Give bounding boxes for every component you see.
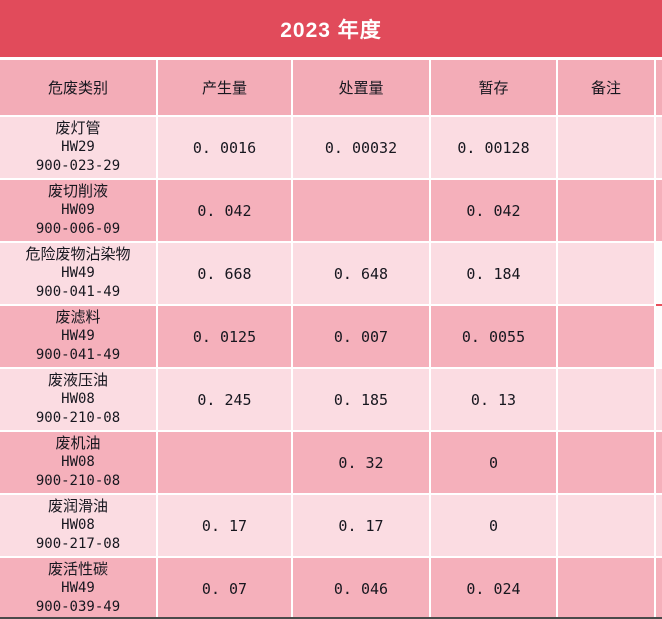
cropped-column-sliver bbox=[656, 432, 662, 493]
produced-amount-cell: 0. 668 bbox=[158, 243, 291, 304]
waste-category-cell: 废润滑油 HW08 900-217-08 bbox=[0, 495, 156, 556]
disposed-amount-cell: 0. 648 bbox=[293, 243, 429, 304]
col-header-stored: 暂存 bbox=[431, 60, 556, 115]
year-banner: 2023 年度 bbox=[0, 0, 662, 57]
stored-amount-cell: 0. 024 bbox=[431, 558, 556, 619]
disposed-amount-cell: 0. 007 bbox=[293, 306, 429, 367]
col-header-note: 备注 bbox=[558, 60, 654, 115]
cropped-column-sliver bbox=[656, 60, 662, 115]
stored-amount-cell: 0. 13 bbox=[431, 369, 556, 430]
disposed-amount-cell bbox=[293, 180, 429, 241]
waste-table: 危废类别 产生量 处置量 暂存 备注 废灯管 HW29 900-023-29 0… bbox=[0, 60, 662, 619]
cropped-column-sliver bbox=[656, 180, 662, 241]
hw-class-code: HW49 bbox=[61, 265, 95, 281]
stored-amount-cell: 0 bbox=[431, 495, 556, 556]
waste-code: 900-006-09 bbox=[35, 221, 121, 237]
note-cell bbox=[558, 558, 654, 619]
col-header-produced: 产生量 bbox=[158, 60, 291, 115]
hw-class-code: HW08 bbox=[61, 391, 95, 407]
disposed-amount-cell: 0. 32 bbox=[293, 432, 429, 493]
produced-amount-cell: 0. 0125 bbox=[158, 306, 291, 367]
disposed-amount-cell: 0. 046 bbox=[293, 558, 429, 619]
cropped-column-sliver bbox=[656, 243, 662, 304]
hw-class-code: HW49 bbox=[61, 328, 95, 344]
col-header-disposed: 处置量 bbox=[293, 60, 429, 115]
hw-class-code: HW49 bbox=[61, 580, 95, 596]
waste-code: 900-041-49 bbox=[35, 347, 121, 363]
waste-name: 废切削液 bbox=[47, 183, 108, 200]
waste-category-cell: 废机油 HW08 900-210-08 bbox=[0, 432, 156, 493]
waste-name: 废灯管 bbox=[55, 120, 101, 137]
waste-code: 900-217-08 bbox=[35, 536, 121, 552]
cropped-column-sliver bbox=[656, 558, 662, 619]
produced-amount-cell bbox=[158, 432, 291, 493]
stored-amount-cell: 0 bbox=[431, 432, 556, 493]
waste-category-cell: 废灯管 HW29 900-023-29 bbox=[0, 117, 156, 178]
note-cell bbox=[558, 180, 654, 241]
stored-amount-cell: 0. 042 bbox=[431, 180, 556, 241]
waste-category-cell: 危险废物沾染物 HW49 900-041-49 bbox=[0, 243, 156, 304]
waste-name: 废滤料 bbox=[55, 309, 101, 326]
note-cell bbox=[558, 306, 654, 367]
col-header-category: 危废类别 bbox=[0, 60, 156, 115]
produced-amount-cell: 0. 07 bbox=[158, 558, 291, 619]
hw-class-code: HW08 bbox=[61, 454, 95, 470]
note-cell bbox=[558, 117, 654, 178]
cropped-column-sliver bbox=[656, 369, 662, 430]
cropped-column-sliver bbox=[656, 117, 662, 178]
waste-code: 900-210-08 bbox=[35, 410, 121, 426]
waste-name: 废润滑油 bbox=[47, 498, 108, 515]
waste-code: 900-039-49 bbox=[35, 599, 121, 615]
stored-amount-cell: 0. 00128 bbox=[431, 117, 556, 178]
year-title: 2023 年度 bbox=[280, 18, 382, 42]
hw-class-code: HW29 bbox=[61, 139, 95, 155]
hw-class-code: HW08 bbox=[61, 517, 95, 533]
produced-amount-cell: 0. 0016 bbox=[158, 117, 291, 178]
stored-amount-cell: 0. 184 bbox=[431, 243, 556, 304]
waste-name: 废机油 bbox=[55, 435, 101, 452]
waste-code: 900-041-49 bbox=[35, 284, 121, 300]
note-cell bbox=[558, 495, 654, 556]
cropped-column-sliver bbox=[656, 304, 662, 367]
produced-amount-cell: 0. 042 bbox=[158, 180, 291, 241]
waste-code: 900-023-29 bbox=[35, 158, 121, 174]
produced-amount-cell: 0. 17 bbox=[158, 495, 291, 556]
cropped-column-sliver bbox=[656, 495, 662, 556]
waste-category-cell: 废液压油 HW08 900-210-08 bbox=[0, 369, 156, 430]
stored-amount-cell: 0. 0055 bbox=[431, 306, 556, 367]
note-cell bbox=[558, 243, 654, 304]
note-cell bbox=[558, 432, 654, 493]
produced-amount-cell: 0. 245 bbox=[158, 369, 291, 430]
waste-name: 危险废物沾染物 bbox=[25, 246, 131, 263]
disposed-amount-cell: 0. 00032 bbox=[293, 117, 429, 178]
waste-code: 900-210-08 bbox=[35, 473, 121, 489]
waste-name: 废活性碳 bbox=[47, 561, 108, 578]
note-cell bbox=[558, 369, 654, 430]
waste-category-cell: 废滤料 HW49 900-041-49 bbox=[0, 306, 156, 367]
disposed-amount-cell: 0. 17 bbox=[293, 495, 429, 556]
waste-category-cell: 废活性碳 HW49 900-039-49 bbox=[0, 558, 156, 619]
table-bottom-border bbox=[0, 617, 662, 619]
waste-name: 废液压油 bbox=[47, 372, 108, 389]
waste-category-cell: 废切削液 HW09 900-006-09 bbox=[0, 180, 156, 241]
disposed-amount-cell: 0. 185 bbox=[293, 369, 429, 430]
hw-class-code: HW09 bbox=[61, 202, 95, 218]
